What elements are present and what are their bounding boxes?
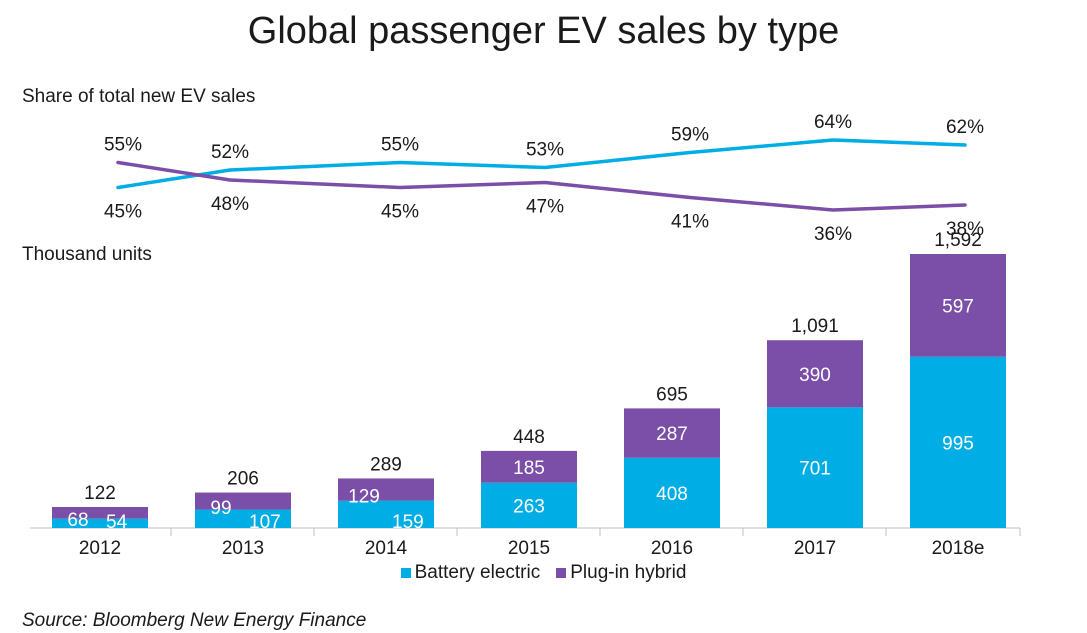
x-tick-label-2012: 2012 — [79, 538, 121, 559]
bar-battery-2012 — [52, 518, 148, 528]
bar-battery-2018e — [910, 356, 1006, 528]
bar-plugin-2016 — [624, 408, 720, 458]
share-label-plugin-2018e: 38% — [946, 219, 984, 240]
bar-battery-2016 — [624, 457, 720, 528]
bar-battery-label-2018e: 995 — [942, 433, 974, 454]
bar-plugin-label-2015: 185 — [513, 458, 545, 479]
x-tick-label-2016: 2016 — [651, 538, 693, 559]
share-label-plugin-2014: 45% — [381, 202, 419, 223]
bar-battery-label-2013: 107 — [249, 512, 281, 533]
bar-plugin-2012 — [52, 507, 148, 519]
share-line-battery — [116, 138, 967, 190]
bar-total-2016: 695 — [656, 384, 688, 405]
bar-plugin-label-2012: 68 — [67, 510, 88, 531]
share-label-plugin-2017: 36% — [814, 224, 852, 245]
bar-plugin-label-2016: 287 — [656, 424, 688, 445]
bar-battery-2013 — [195, 509, 291, 528]
share-label-battery-2018e: 62% — [946, 117, 984, 138]
source-note: Source: Bloomberg New Energy Finance — [22, 610, 367, 631]
bar-plugin-2017 — [767, 340, 863, 408]
units-subtitle: Thousand units — [22, 244, 152, 265]
share-label-battery-2017: 64% — [814, 112, 852, 133]
bar-battery-label-2012: 54 — [106, 512, 128, 533]
bar-plugin-label-2013: 99 — [210, 498, 231, 519]
chart-title: Global passenger EV sales by type — [247, 10, 840, 52]
legend-label-battery: Battery electric — [414, 562, 541, 583]
legend-item-plugin: Plug-in hybrid — [556, 562, 686, 584]
bar-total-2012: 122 — [84, 483, 116, 504]
x-tick-label-2013: 2013 — [222, 538, 264, 559]
bar-battery-label-2014: 159 — [392, 512, 424, 533]
bar-battery-label-2017: 701 — [799, 459, 831, 480]
share-label-battery-2014: 55% — [381, 135, 419, 156]
share-label-battery-2015: 53% — [526, 140, 564, 161]
x-tick-label-2015: 2015 — [508, 538, 550, 559]
share-label-plugin-2013: 48% — [211, 194, 249, 215]
bar-plugin-2014 — [338, 478, 434, 501]
legend-item-battery: Battery electric — [400, 562, 541, 584]
share-label-plugin-2016: 41% — [671, 212, 709, 233]
legend-swatch-battery — [400, 568, 411, 578]
bar-total-2013: 206 — [227, 469, 259, 490]
bar-plugin-2018e — [910, 254, 1006, 357]
bar-battery-2014 — [338, 500, 434, 528]
share-label-battery-2012: 45% — [104, 202, 142, 223]
legend-swatch-plugin — [556, 568, 567, 578]
share-label-plugin-2015: 47% — [526, 197, 564, 218]
share-label-battery-2013: 52% — [211, 142, 249, 163]
bar-plugin-label-2014: 129 — [348, 487, 380, 508]
bar-plugin-label-2018e: 597 — [942, 296, 974, 317]
x-tick-label-2017: 2017 — [794, 538, 836, 559]
bar-total-2018e: 1,592 — [934, 230, 982, 251]
bar-plugin-label-2017: 390 — [799, 365, 831, 386]
share-label-plugin-2012: 55% — [104, 135, 142, 156]
bar-total-2014: 289 — [370, 454, 402, 475]
bar-total-2017: 1,091 — [791, 316, 839, 337]
chart-legend: Battery electric Plug-in hybrid — [0, 562, 1087, 584]
share-subtitle: Share of total new EV sales — [22, 86, 256, 107]
x-tick-label-2014: 2014 — [365, 538, 408, 559]
share-label-battery-2016: 59% — [671, 125, 709, 146]
bar-battery-label-2015: 263 — [513, 496, 545, 517]
x-tick-label-2018e: 2018e — [932, 538, 985, 559]
share-line-plugin — [116, 160, 967, 212]
bar-plugin-2015 — [481, 450, 577, 483]
bar-battery-label-2016: 408 — [656, 484, 688, 505]
bar-plugin-2013 — [195, 492, 291, 510]
legend-label-plugin: Plug-in hybrid — [570, 562, 687, 583]
bar-battery-2017 — [767, 407, 863, 528]
bar-battery-2015 — [481, 482, 577, 528]
bar-total-2015: 448 — [513, 427, 545, 448]
